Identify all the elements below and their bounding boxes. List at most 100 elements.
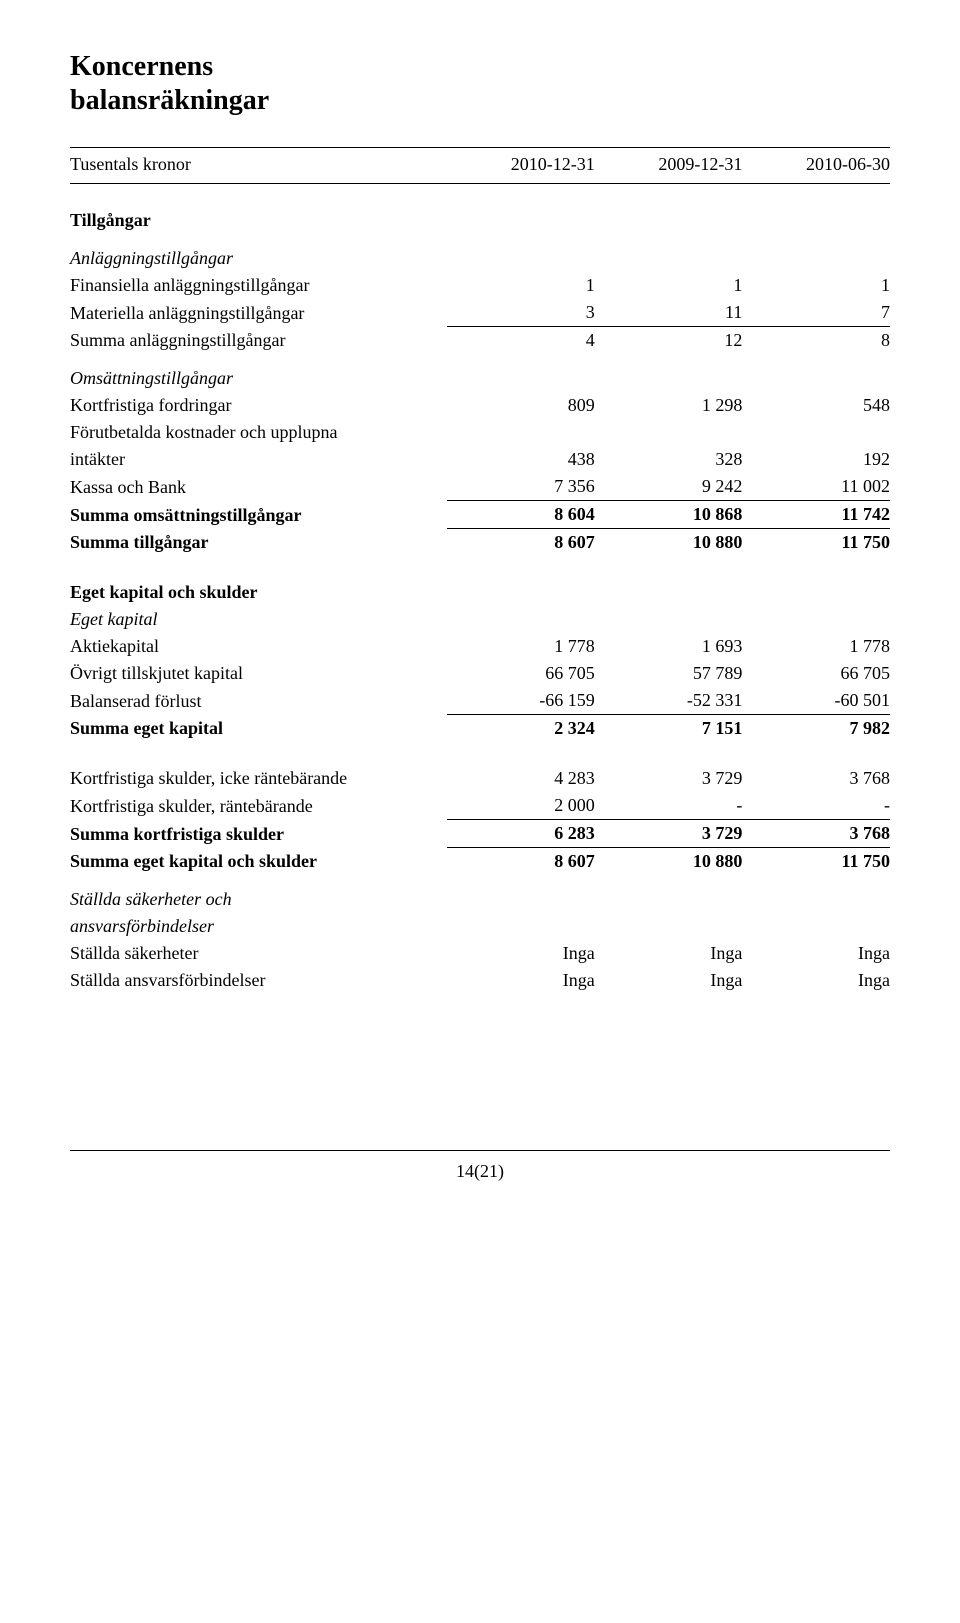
- cell-v2: -52 331: [595, 687, 743, 715]
- fixed-assets-heading: Anläggningstillgångar: [70, 234, 447, 272]
- cell-label: Ställda säkerheter: [70, 940, 447, 967]
- row-material-fixed: Materiella anläggningstillgångar 3 11 7: [70, 299, 890, 327]
- cell-v2: 1 693: [595, 633, 743, 660]
- page-footer: 14(21): [70, 1150, 890, 1182]
- cell-v3: Inga: [742, 967, 890, 994]
- equity-heading: Eget kapital: [70, 606, 447, 633]
- balance-sheet-table: Tusentals kronor 2010-12-31 2009-12-31 2…: [70, 147, 890, 1010]
- row-equity-title: Eget kapital och skulder: [70, 556, 890, 606]
- cell-v3: -60 501: [742, 687, 890, 715]
- cell-label: Aktiekapital: [70, 633, 447, 660]
- header-col3: 2010-06-30: [742, 148, 890, 184]
- cell-label: Kortfristiga skulder, icke räntebärande: [70, 742, 447, 792]
- cell-v2: 57 789: [595, 660, 743, 687]
- row-sum-equity: Summa eget kapital 2 324 7 151 7 982: [70, 715, 890, 743]
- cell-v3: 548: [742, 392, 890, 419]
- row-sum-current: Summa omsättningstillgångar 8 604 10 868…: [70, 501, 890, 529]
- row-sum-fixed: Summa anläggningstillgångar 4 12 8: [70, 327, 890, 355]
- cell-v1: 4: [447, 327, 595, 355]
- cell-label: Finansiella anläggningstillgångar: [70, 272, 447, 299]
- cell-v1: 809: [447, 392, 595, 419]
- cell-v3: 8: [742, 327, 890, 355]
- pledge-heading-2: ansvarsförbindelser: [70, 913, 447, 940]
- header-col1: 2010-12-31: [447, 148, 595, 184]
- cell-label: Kassa och Bank: [70, 473, 447, 501]
- row-fixed-heading: Anläggningstillgångar: [70, 234, 890, 272]
- cell-v3: 11 750: [742, 848, 890, 876]
- cell-label: Kortfristiga fordringar: [70, 392, 447, 419]
- cell-v2: 7 151: [595, 715, 743, 743]
- cell-v1: 8 607: [447, 529, 595, 557]
- cell-v3: 7: [742, 299, 890, 327]
- cell-label: Materiella anläggningstillgångar: [70, 299, 447, 327]
- cell-label: Summa anläggningstillgångar: [70, 327, 447, 355]
- cell-v2: 10 868: [595, 501, 743, 529]
- cell-v1: 4 283: [447, 742, 595, 792]
- row-other-contrib: Övrigt tillskjutet kapital 66 705 57 789…: [70, 660, 890, 687]
- cell-label: Kortfristiga skulder, räntebärande: [70, 792, 447, 820]
- row-equity-heading: Eget kapital: [70, 606, 890, 633]
- cell-v3: 192: [742, 446, 890, 473]
- cell-v2: 11: [595, 299, 743, 327]
- row-st-int: Kortfristiga skulder, räntebärande 2 000…: [70, 792, 890, 820]
- row-financial-fixed: Finansiella anläggningstillgångar 1 1 1: [70, 272, 890, 299]
- cell-label: Ställda ansvarsförbindelser: [70, 967, 447, 994]
- cell-label: Summa eget kapital och skulder: [70, 848, 447, 876]
- row-sum-total-assets: Summa tillgångar 8 607 10 880 11 750: [70, 529, 890, 557]
- cell-v3: 11 742: [742, 501, 890, 529]
- cell-v3: 11 750: [742, 529, 890, 557]
- cell-label: Summa kortfristiga skulder: [70, 820, 447, 848]
- title-line-1: Koncernens: [70, 51, 213, 82]
- cell-label: Summa tillgångar: [70, 529, 447, 557]
- cell-v1: 438: [447, 446, 595, 473]
- row-accum-loss: Balanserad förlust -66 159 -52 331 -60 5…: [70, 687, 890, 715]
- row-st-non-int: Kortfristiga skulder, icke räntebärande …: [70, 742, 890, 792]
- cell-v2: Inga: [595, 940, 743, 967]
- row-prepaid-line2: intäkter 438 328 192: [70, 446, 890, 473]
- cell-v2: 12: [595, 327, 743, 355]
- cell-v1: 2 000: [447, 792, 595, 820]
- cell-v2: 3 729: [595, 820, 743, 848]
- cell-v2: 328: [595, 446, 743, 473]
- cell-v1: 7 356: [447, 473, 595, 501]
- cell-v3: Inga: [742, 940, 890, 967]
- row-prepaid-line1: Förutbetalda kostnader och upplupna: [70, 419, 890, 446]
- cell-v3: -: [742, 792, 890, 820]
- cell-v3: 7 982: [742, 715, 890, 743]
- page-title: Koncernens balansräkningar: [70, 50, 890, 117]
- cell-v1: Inga: [447, 940, 595, 967]
- cell-v2: 10 880: [595, 529, 743, 557]
- cell-label: Summa eget kapital: [70, 715, 447, 743]
- header-row: Tusentals kronor 2010-12-31 2009-12-31 2…: [70, 148, 890, 184]
- cell-v3: 3 768: [742, 742, 890, 792]
- cell-v1: 6 283: [447, 820, 595, 848]
- cell-label: Balanserad förlust: [70, 687, 447, 715]
- cell-label: Förutbetalda kostnader och upplupna: [70, 419, 447, 446]
- title-line-2: balansräkningar: [70, 85, 269, 116]
- cell-v2: 1 298: [595, 392, 743, 419]
- cell-v3: 11 002: [742, 473, 890, 501]
- cell-v2: 1: [595, 272, 743, 299]
- row-sum-equity-liab: Summa eget kapital och skulder 8 607 10 …: [70, 848, 890, 876]
- cell-v3: 1 778: [742, 633, 890, 660]
- cell-label: intäkter: [70, 446, 447, 473]
- cell-v3: 1: [742, 272, 890, 299]
- row-sum-st: Summa kortfristiga skulder 6 283 3 729 3…: [70, 820, 890, 848]
- header-col2: 2009-12-31: [595, 148, 743, 184]
- cell-v1: 8 604: [447, 501, 595, 529]
- cell-v3: 66 705: [742, 660, 890, 687]
- row-cash: Kassa och Bank 7 356 9 242 11 002: [70, 473, 890, 501]
- assets-title: Tillgångar: [70, 184, 447, 235]
- cell-v2: Inga: [595, 967, 743, 994]
- cell-v1: 3: [447, 299, 595, 327]
- cell-v1: 1 778: [447, 633, 595, 660]
- row-pledge-heading-2: ansvarsförbindelser: [70, 913, 890, 940]
- cell-v3: 3 768: [742, 820, 890, 848]
- row-pledged: Ställda säkerheter Inga Inga Inga: [70, 940, 890, 967]
- pledge-heading-1: Ställda säkerheter och: [70, 875, 447, 913]
- row-assets-title: Tillgångar: [70, 184, 890, 235]
- cell-label: Summa omsättningstillgångar: [70, 501, 447, 529]
- row-current-heading: Omsättningstillgångar: [70, 354, 890, 392]
- page-number: 14(21): [456, 1161, 504, 1181]
- cell-v1: Inga: [447, 967, 595, 994]
